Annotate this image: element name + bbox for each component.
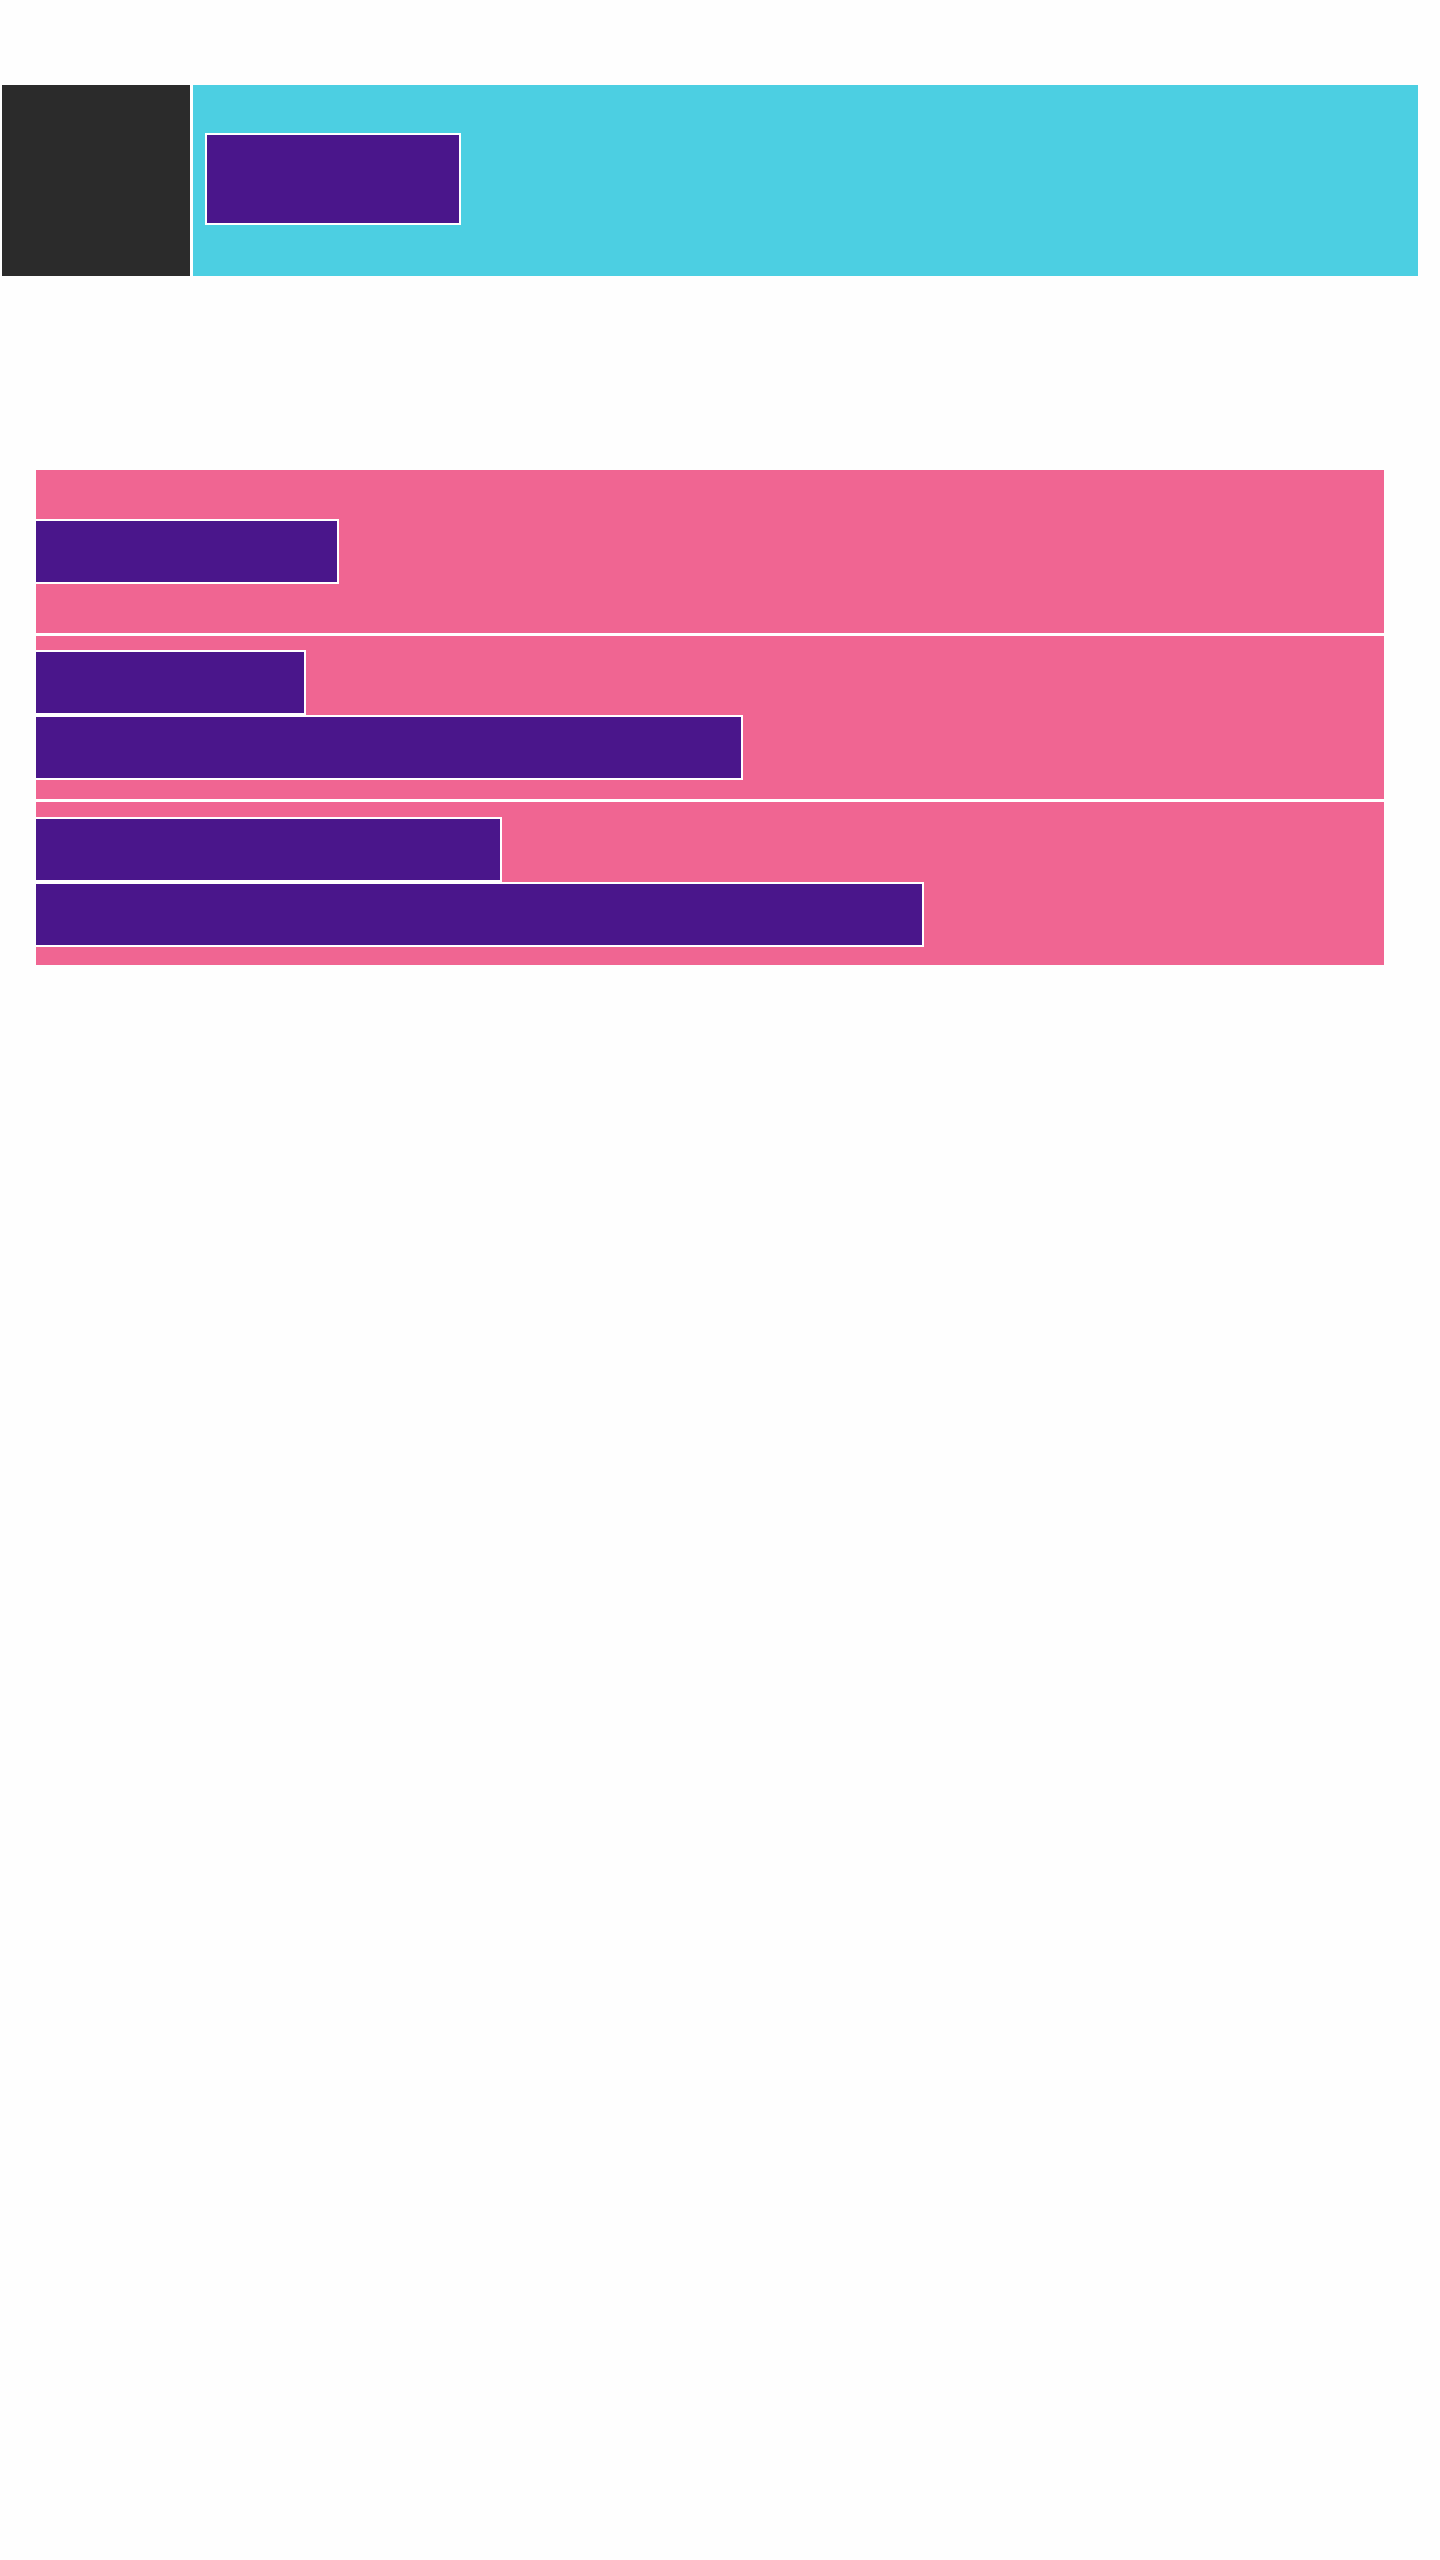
item-list	[36, 470, 1384, 965]
list-row-2	[36, 633, 1384, 799]
list-row-1	[36, 470, 1384, 633]
app-header	[2, 85, 1418, 276]
row-2-button-1[interactable]	[36, 650, 306, 715]
header-bar	[193, 85, 1418, 276]
header-button[interactable]	[205, 133, 461, 225]
row-3-button-1[interactable]	[36, 817, 502, 882]
list-row-3	[36, 799, 1384, 965]
row-2-button-2[interactable]	[36, 715, 743, 780]
row-1-button-1[interactable]	[36, 519, 339, 584]
logo-block	[2, 85, 193, 276]
row-3-button-2[interactable]	[36, 882, 924, 947]
